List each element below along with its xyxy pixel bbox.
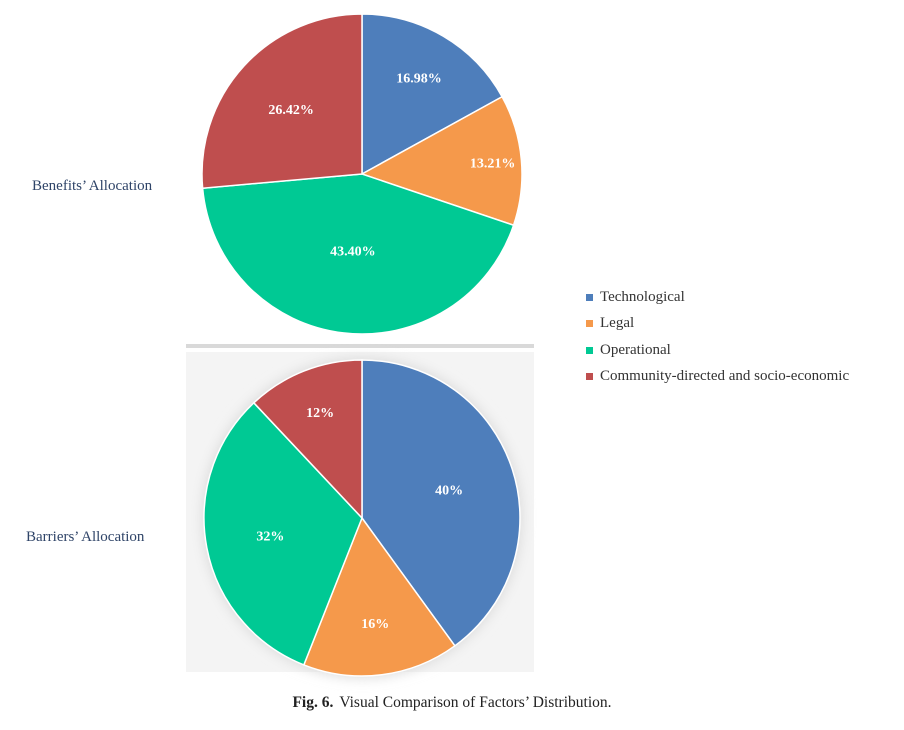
barriers-slice-legal bbox=[302, 516, 456, 677]
barriers-pie: 40% 16% 32% 12% bbox=[203, 359, 521, 677]
benefits-label-legal: 13.21% bbox=[470, 156, 516, 171]
legend-swatch-legal bbox=[586, 320, 593, 328]
figure-caption: Fig. 6. Visual Comparison of Factors’ Dis… bbox=[0, 694, 904, 712]
legend-item-legal: Legal bbox=[586, 311, 849, 338]
benefits-slice-community bbox=[201, 13, 363, 190]
benefits-slice-technological bbox=[361, 13, 504, 176]
benefits-label-technological: 16.98% bbox=[396, 72, 442, 87]
barriers-slice-community bbox=[252, 359, 363, 520]
legend-item-community: Community-directed and socio-economic bbox=[586, 364, 849, 391]
legend-label-legal: Legal bbox=[600, 315, 635, 332]
legend-label-community: Community-directed and socio-economic bbox=[600, 368, 850, 385]
barriers-row-label: Barriers’ Allocation bbox=[26, 529, 145, 545]
figure-caption-prefix: Fig. 6. bbox=[292, 694, 334, 711]
barriers-label-legal: 16% bbox=[361, 617, 389, 632]
legend-swatch-technological bbox=[586, 293, 593, 301]
divider bbox=[186, 344, 534, 348]
barriers-slice-technological bbox=[361, 359, 521, 647]
legend-swatch-community bbox=[586, 373, 593, 381]
barriers-slice-operational bbox=[203, 401, 363, 666]
benefits-slice-operational bbox=[201, 173, 515, 335]
legend-label-technological: Technological bbox=[600, 288, 685, 305]
legend-item-operational: Operational bbox=[586, 337, 849, 364]
figure-caption-text: Visual Comparison of Factors’ Distributi… bbox=[339, 694, 612, 711]
legend-swatch-operational bbox=[586, 346, 593, 354]
barriers-label-community: 12% bbox=[306, 406, 334, 421]
barriers-label-technological: 40% bbox=[435, 484, 463, 499]
benefits-pie: 16.98% 13.21% 43.40% 26.42% bbox=[201, 13, 523, 335]
legend: Technological Legal Operational Communit… bbox=[586, 284, 849, 390]
benefits-label-operational: 43.40% bbox=[330, 244, 376, 259]
benefits-label-community: 26.42% bbox=[268, 103, 314, 118]
benefits-slice-legal bbox=[360, 95, 523, 227]
benefits-row-label: Benefits’ Allocation bbox=[32, 178, 153, 194]
legend-item-technological: Technological bbox=[586, 284, 849, 311]
legend-label-operational: Operational bbox=[600, 341, 671, 358]
barriers-label-operational: 32% bbox=[256, 529, 284, 544]
